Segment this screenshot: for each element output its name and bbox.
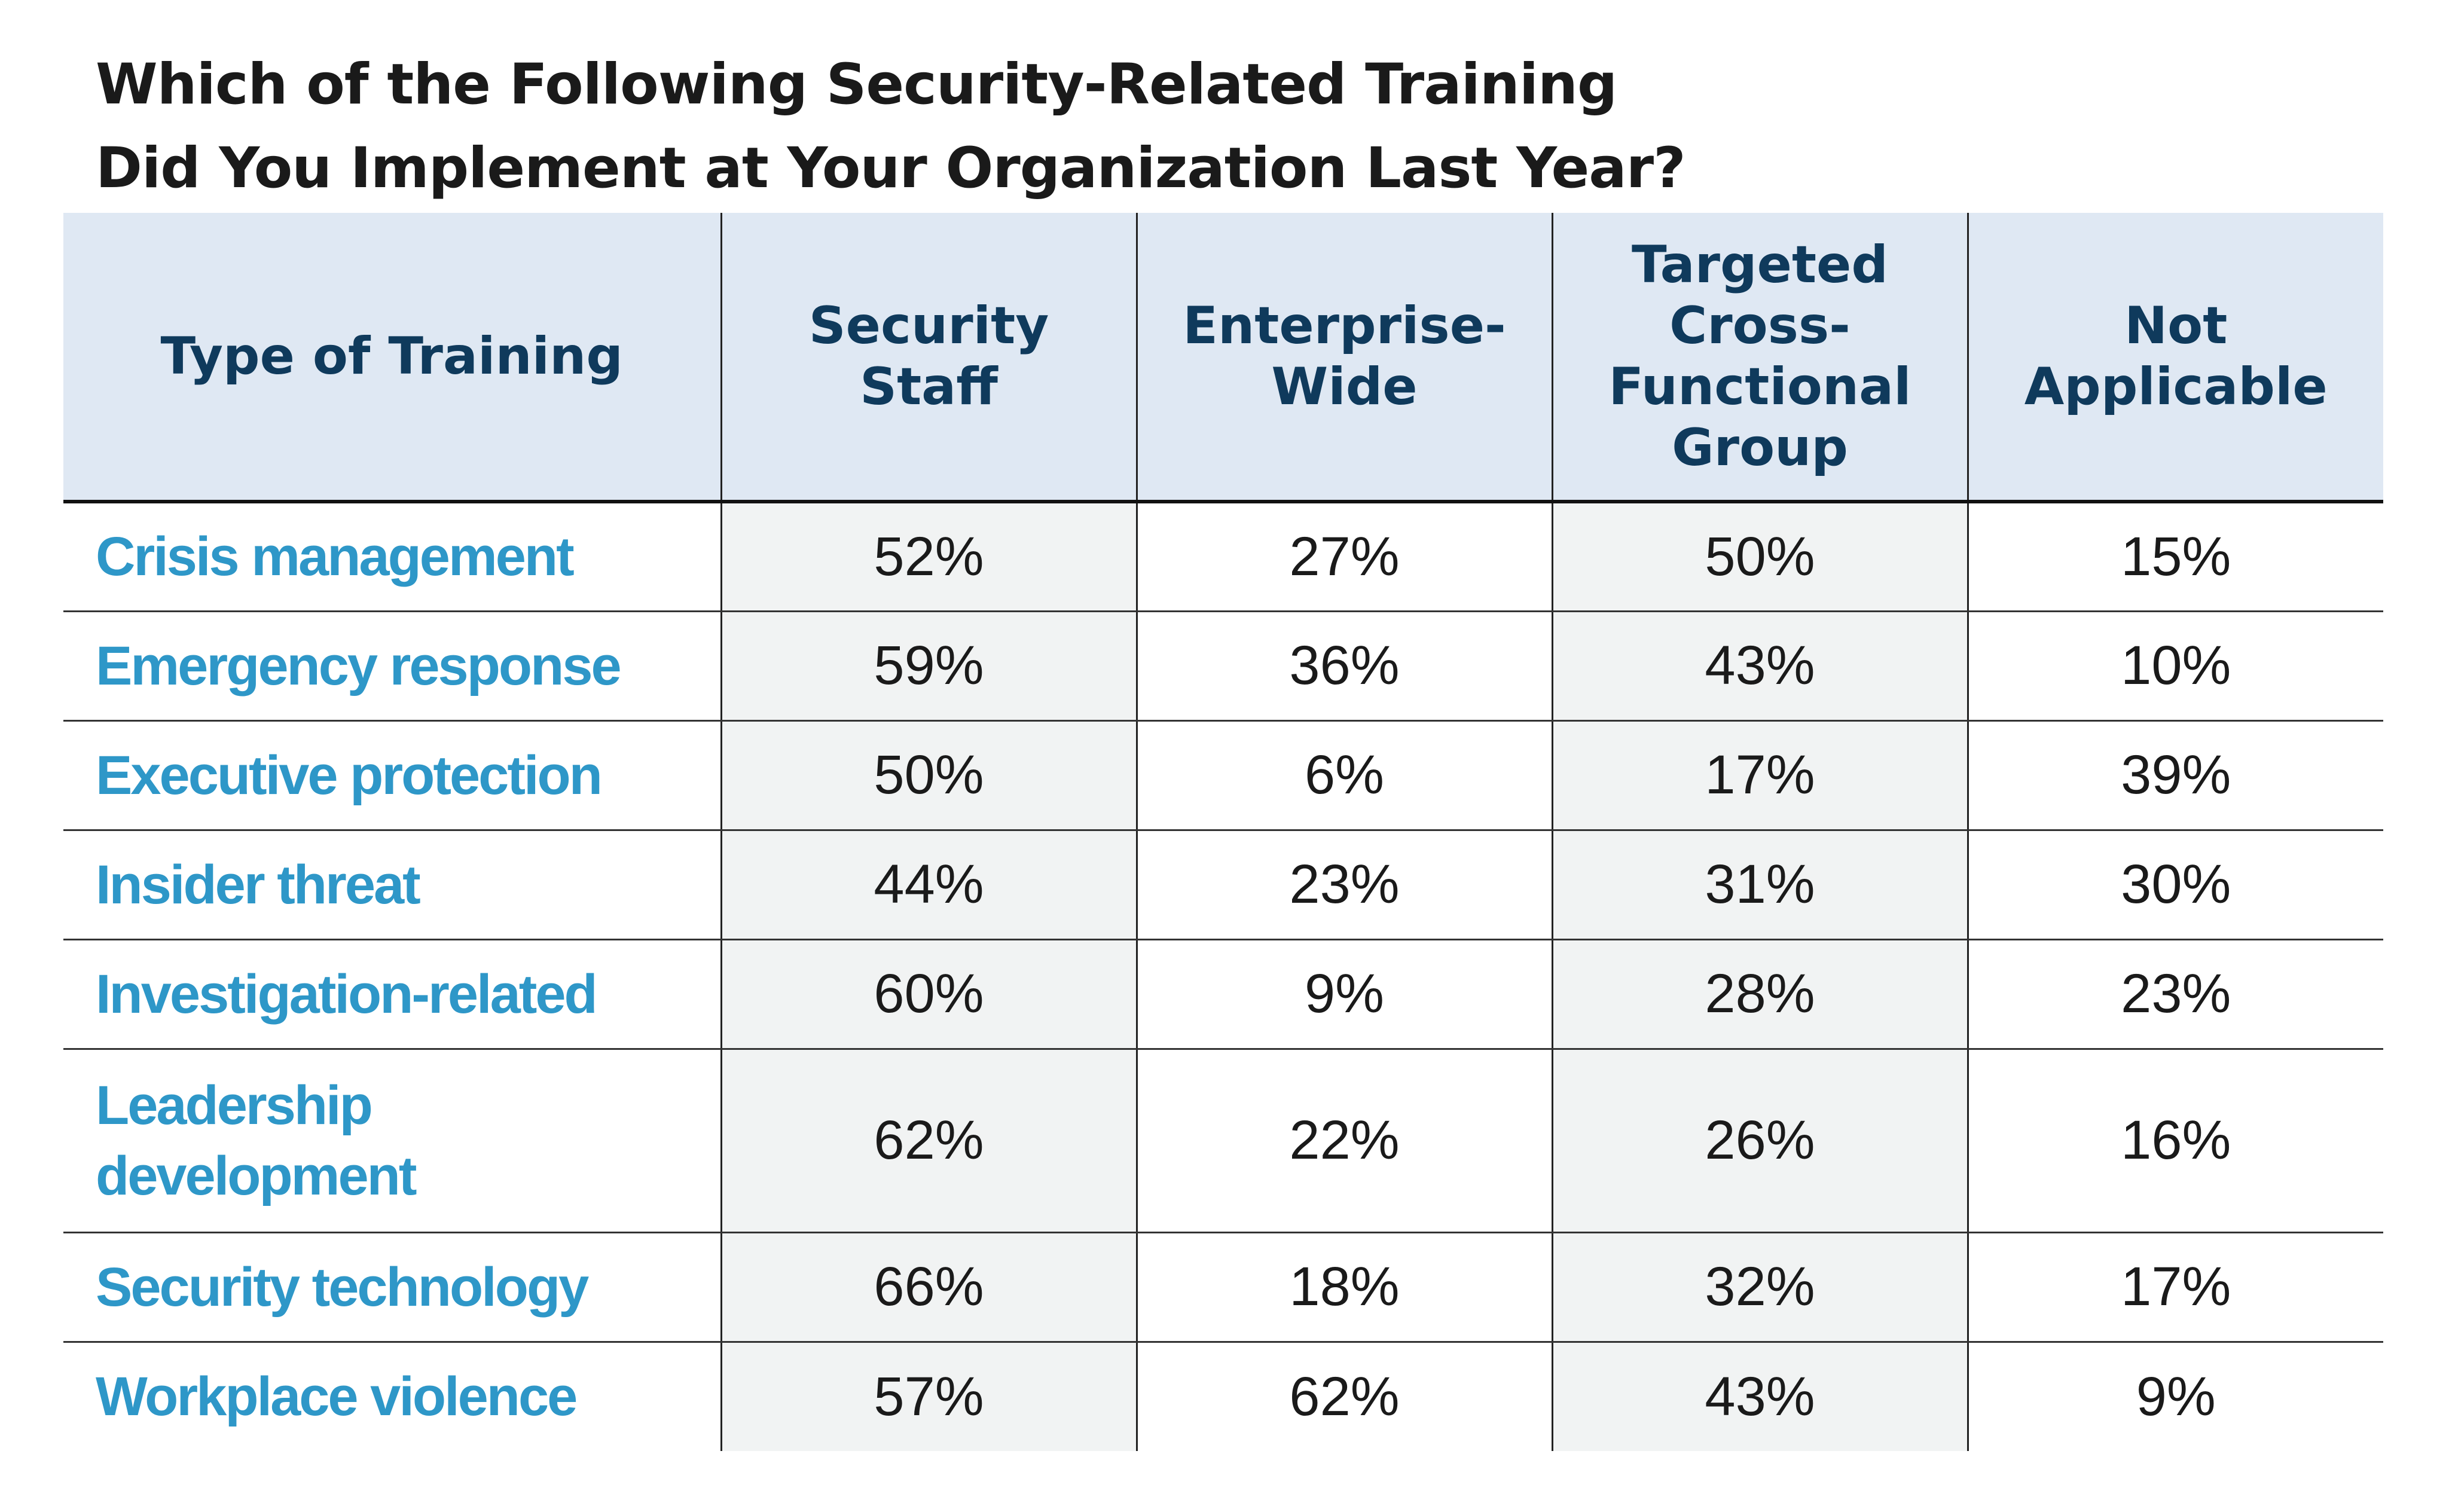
column-header-enterprise-wide: Enterprise- Wide (1135, 213, 1552, 503)
value-cell: 36% (1135, 611, 1552, 722)
row-label-line: Insider threat (96, 854, 421, 915)
value-cell: 18% (1135, 1232, 1552, 1343)
column-header-line: Cross- (1669, 296, 1851, 356)
value-cell: 15% (1966, 502, 2383, 612)
value-cell: 23% (1966, 939, 2383, 1050)
column-header-line: Targeted (1632, 235, 1888, 295)
chart-title-line: Did You Implement at Your Organization L… (96, 136, 1686, 201)
table-row: Crisis management 52% 27% 50% 15% (63, 502, 2383, 612)
column-header-line: Security (808, 296, 1049, 356)
value-cell: 26% (1551, 1049, 1968, 1233)
row-label: Leadership development (63, 1049, 721, 1233)
row-label: Investigation-related (63, 939, 721, 1050)
value-cell: 52% (720, 502, 1137, 612)
column-header-line: Applicable (2024, 357, 2328, 417)
row-label-line: Investigation-related (96, 963, 598, 1025)
column-header-line: Enterprise- (1183, 296, 1506, 356)
value-cell: 9% (1966, 1342, 2383, 1451)
table-row: Security technology 66% 18% 32% 17% (63, 1232, 2383, 1343)
column-header-line: Wide (1271, 357, 1418, 417)
row-label-line: Emergency response (96, 635, 622, 697)
table-row: Emergency response 59% 36% 43% 10% (63, 611, 2383, 722)
value-cell: 62% (1135, 1342, 1552, 1451)
value-cell: 59% (720, 611, 1137, 722)
column-header-security-staff: Security Staff (720, 213, 1137, 503)
column-header-line: Functional (1608, 357, 1911, 417)
table-body: Crisis management 52% 27% 50% 15% Emergency r… (63, 502, 2383, 1451)
value-cell: 22% (1135, 1049, 1552, 1233)
training-table: Type of Training Security Staff Enterpri… (63, 213, 2383, 1451)
table-row: Leadership development 62% 22% 26% 16% (63, 1049, 2383, 1233)
table-row: Executive protection 50% 6% 17% 39% (63, 720, 2383, 831)
row-label: Security technology (63, 1232, 721, 1343)
row-label-line: Security technology (96, 1256, 589, 1318)
value-cell: 44% (720, 830, 1137, 940)
column-header-line: Type of Training (160, 326, 623, 386)
row-label-line: Leadership (96, 1074, 373, 1136)
row-label-line: Crisis management (96, 526, 575, 588)
chart-title: Which of the Following Security-Related … (96, 43, 2368, 210)
value-cell: 16% (1966, 1049, 2383, 1233)
value-cell: 31% (1551, 830, 1968, 940)
chart-title-line: Which of the Following Security-Related … (96, 52, 1617, 117)
value-cell: 43% (1551, 611, 1968, 722)
value-cell: 50% (1551, 502, 1968, 612)
column-header-type: Type of Training (63, 213, 721, 503)
row-label-line: development (96, 1145, 417, 1206)
value-cell: 39% (1966, 720, 2383, 831)
column-header-not-applicable: Not Applicable (1966, 213, 2383, 503)
row-label-line: Executive protection (96, 744, 603, 806)
value-cell: 30% (1966, 830, 2383, 940)
header-row: Type of Training Security Staff Enterpri… (63, 213, 2383, 503)
column-header-line: Group (1672, 418, 1848, 478)
row-label: Emergency response (63, 611, 721, 722)
value-cell: 66% (720, 1232, 1137, 1343)
column-header-targeted-group: Targeted Cross- Functional Group (1551, 213, 1968, 503)
value-cell: 60% (720, 939, 1137, 1050)
value-cell: 32% (1551, 1232, 1968, 1343)
value-cell: 62% (720, 1049, 1137, 1233)
row-label: Crisis management (63, 502, 721, 612)
value-cell: 17% (1966, 1232, 2383, 1343)
table-row: Workplace violence 57% 62% 43% 9% (63, 1342, 2383, 1451)
table-row: Investigation-related 60% 9% 28% 23% (63, 939, 2383, 1050)
table-row: Insider threat 44% 23% 31% 30% (63, 830, 2383, 940)
row-label: Executive protection (63, 720, 721, 831)
row-label: Insider threat (63, 830, 721, 940)
value-cell: 50% (720, 720, 1137, 831)
column-header-line: Not (2124, 296, 2228, 356)
value-cell: 27% (1135, 502, 1552, 612)
value-cell: 23% (1135, 830, 1552, 940)
value-cell: 6% (1135, 720, 1552, 831)
value-cell: 17% (1551, 720, 1968, 831)
column-header-line: Staff (860, 357, 998, 417)
value-cell: 9% (1135, 939, 1552, 1050)
value-cell: 28% (1551, 939, 1968, 1050)
row-label-line: Workplace violence (96, 1366, 578, 1428)
value-cell: 43% (1551, 1342, 1968, 1451)
value-cell: 10% (1966, 611, 2383, 722)
row-label: Workplace violence (63, 1342, 721, 1451)
value-cell: 57% (720, 1342, 1137, 1451)
